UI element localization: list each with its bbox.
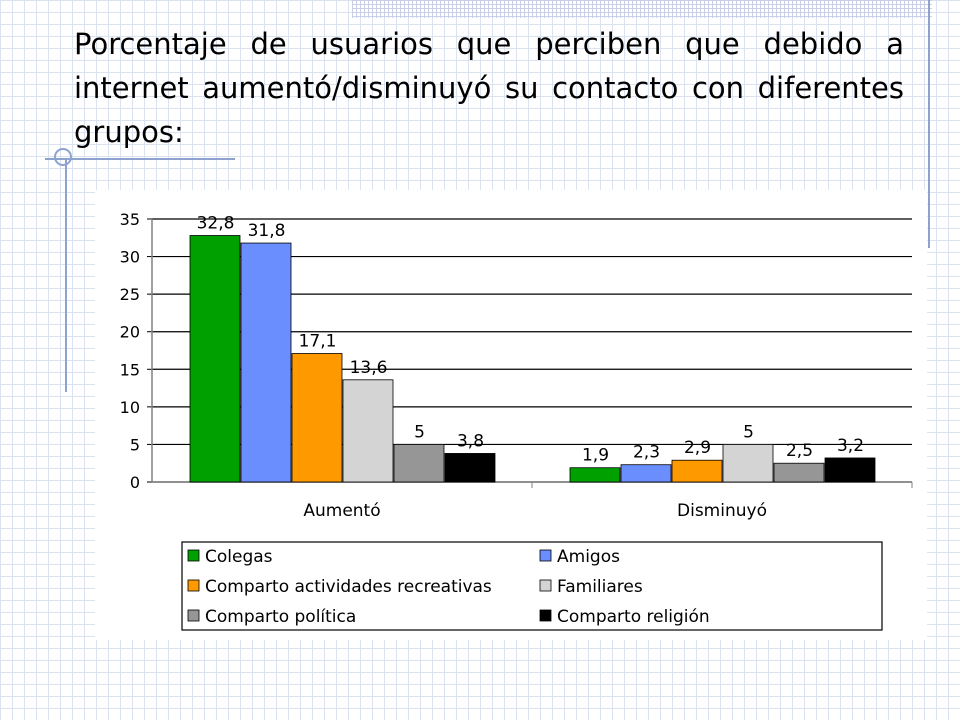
y-tick-label: 0 xyxy=(130,473,140,492)
y-tick-label: 35 xyxy=(120,210,140,229)
decorative-line xyxy=(928,0,930,248)
y-tick-label: 20 xyxy=(120,323,140,342)
data-label: 32,8 xyxy=(197,214,235,234)
bar-chart: 0 5 10 15 20 25 30 35 32,8 31,8 17,1 13,6 5 3,8 Aument… xyxy=(120,210,913,631)
data-label: 3,8 xyxy=(457,431,484,451)
legend-label: Comparto religión xyxy=(557,607,710,627)
legend-label: Familiares xyxy=(557,577,643,597)
legend-box xyxy=(181,541,883,631)
bar xyxy=(620,464,672,483)
y-tick-label: 15 xyxy=(120,360,140,379)
data-label: 5 xyxy=(743,422,754,442)
data-label: 1,9 xyxy=(582,446,609,466)
bar xyxy=(393,444,445,483)
legend-label: Comparto política xyxy=(205,607,356,627)
legend-label: Comparto actividades recreativas xyxy=(205,577,492,597)
legend-label: Colegas xyxy=(205,547,273,567)
bar xyxy=(291,353,343,483)
bar xyxy=(189,235,241,483)
bar xyxy=(824,457,876,483)
decorative-circle xyxy=(54,148,72,166)
y-tick-label: 30 xyxy=(120,248,140,267)
chart-area: 0 5 10 15 20 25 30 35 32,8 31,8 17,1 13,6 5 3,8 Aument… xyxy=(95,190,927,640)
data-label: 2,5 xyxy=(786,441,813,461)
legend-swatch xyxy=(539,579,552,592)
legend-swatch xyxy=(539,609,552,622)
legend-swatch xyxy=(187,609,200,622)
data-label: 13,6 xyxy=(350,358,388,378)
bar xyxy=(240,242,292,483)
legend-swatch xyxy=(187,549,200,562)
data-label: 17,1 xyxy=(299,332,337,352)
data-label: 5 xyxy=(414,422,425,442)
bar xyxy=(569,467,621,483)
bar xyxy=(671,459,723,483)
x-tick-label: Aumentó xyxy=(303,501,380,521)
y-tick-label: 5 xyxy=(130,435,140,454)
slide-title: Porcentaje de usuarios que perciben que … xyxy=(74,27,904,149)
data-label: 2,3 xyxy=(633,443,660,463)
data-label: 31,8 xyxy=(248,221,286,241)
bar xyxy=(773,462,825,483)
bar xyxy=(722,444,774,483)
legend-swatch xyxy=(539,549,552,562)
data-label: 2,9 xyxy=(684,438,711,458)
decorative-line xyxy=(65,160,67,392)
decorative-band xyxy=(352,0,932,18)
bar xyxy=(342,379,394,483)
y-tick-label: 25 xyxy=(120,285,140,304)
x-tick-label: Disminuyó xyxy=(677,501,767,521)
y-tick-label: 10 xyxy=(120,398,140,417)
data-label: 3,2 xyxy=(837,436,864,456)
legend-swatch xyxy=(187,579,200,592)
decorative-line xyxy=(45,158,235,160)
legend-label: Amigos xyxy=(557,547,620,567)
bar xyxy=(444,453,496,483)
